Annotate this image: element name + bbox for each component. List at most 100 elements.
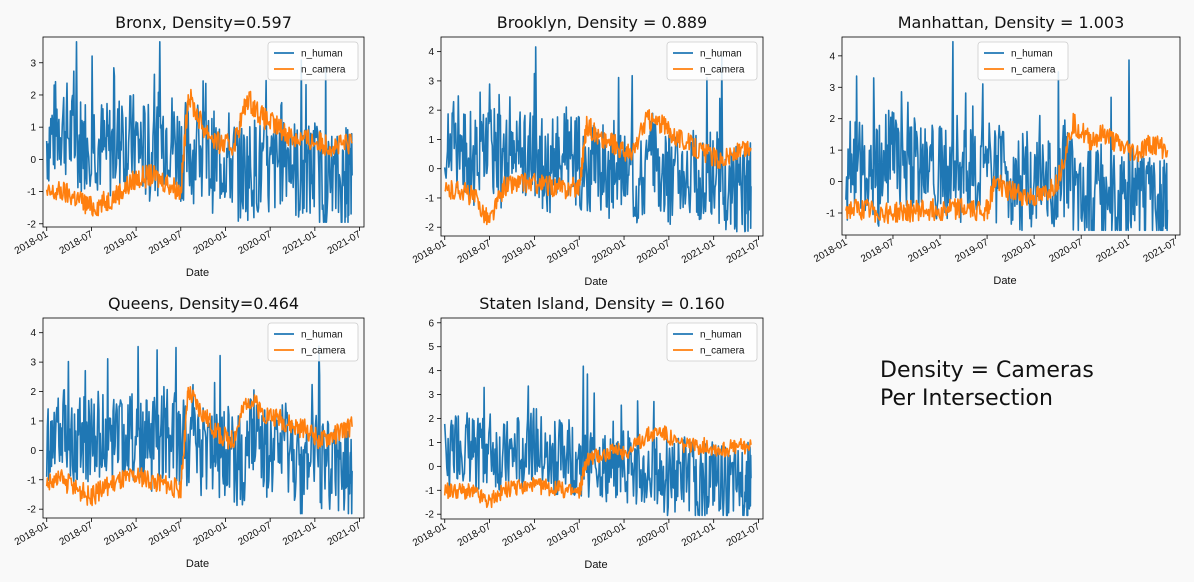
x-axis-label: Date — [993, 275, 1016, 287]
x-axis-label: Date — [186, 558, 209, 570]
x-tick-label: 2020-07 — [635, 238, 673, 266]
plot-frame — [841, 36, 1181, 236]
y-tick-label: 0 — [30, 155, 36, 166]
chart-bronx: Bronx, Density=0.597 -2 -1 0 1 2 3 2018-01 2018-… — [13, 13, 365, 279]
y-tick-label: -2 — [27, 219, 36, 230]
legend: n_human n_camera — [666, 41, 758, 81]
x-tick-label: 2018-07 — [58, 229, 96, 257]
series-line-n_camera — [45, 88, 353, 217]
y-tick-label: -1 — [27, 475, 36, 486]
x-tick-label: 2020-07 — [236, 229, 274, 257]
legend-label: n_human — [700, 49, 742, 60]
y-tick-label: 5 — [428, 342, 434, 353]
chart-title: Brooklyn, Density = 0.889 — [497, 13, 707, 32]
x-tick-label: 2021-01 — [680, 238, 718, 266]
x-tick-label: 2021-07 — [725, 238, 763, 266]
x-tick-label: 2020-07 — [635, 521, 673, 549]
x-tick-label: 2018-01 — [812, 237, 850, 265]
y-tick-label: 4 — [30, 328, 36, 339]
plot-frame — [440, 36, 764, 237]
x-tick-label: 2020-01 — [192, 520, 230, 548]
chart-manhattan: Manhattan, Density = 1.003 -1 0 1 2 3 4 2018-01… — [812, 13, 1181, 287]
x-tick-label: 2020-01 — [590, 238, 628, 266]
y-tick-label: -1 — [425, 193, 434, 204]
legend-label: n_human — [301, 49, 343, 60]
legend-label: n_camera — [1011, 65, 1056, 76]
x-tick-label: 2021-07 — [326, 229, 364, 257]
x-tick-label: 2020-01 — [1000, 237, 1038, 265]
y-tick-label: 6 — [428, 318, 434, 329]
legend-label: n_camera — [301, 346, 346, 357]
x-axis-label: Date — [584, 276, 607, 288]
legend-label: n_camera — [700, 346, 745, 357]
x-tick-label: 2021-07 — [1142, 237, 1180, 265]
legend: n_human n_camera — [267, 322, 359, 362]
x-axis-label: Date — [584, 559, 607, 571]
x-tick-label: 2018-07 — [456, 238, 494, 266]
x-tick-label: 2021-01 — [1094, 237, 1132, 265]
y-tick-label: 0 — [428, 462, 434, 473]
y-tick-label: -1 — [27, 187, 36, 198]
x-tick-label: 2020-07 — [236, 520, 274, 548]
note-line-1: Density = Cameras — [880, 358, 1094, 383]
y-tick-label: 3 — [829, 83, 835, 94]
x-tick-label: 2020-07 — [1047, 237, 1085, 265]
y-tick-label: 4 — [829, 51, 835, 62]
chart-brooklyn: Brooklyn, Density = 0.889 -2 -1 0 1 2 3 4 2018-0… — [411, 13, 764, 288]
x-tick-label: 2019-01 — [501, 521, 539, 549]
legend-label: n_human — [1011, 49, 1053, 60]
x-tick-label: 2019-07 — [545, 238, 583, 266]
legend-label: n_human — [301, 330, 343, 341]
x-tick-label: 2019-01 — [102, 229, 140, 257]
y-tick-label: 2 — [428, 106, 434, 117]
y-tick-label: 2 — [30, 90, 36, 101]
y-tick-label: 2 — [428, 414, 434, 425]
density-note: Density = Cameras Per Intersection — [880, 357, 1094, 413]
chart-title: Queens, Density=0.464 — [108, 294, 299, 313]
y-tick-label: -2 — [425, 223, 434, 234]
note-line-2: Per Intersection — [880, 386, 1053, 411]
x-tick-label: 2018-07 — [456, 521, 494, 549]
x-tick-label: 2020-01 — [590, 521, 628, 549]
x-tick-label: 2019-01 — [501, 238, 539, 266]
x-tick-label: 2019-07 — [953, 237, 991, 265]
y-tick-label: -1 — [826, 209, 835, 220]
x-tick-label: 2018-01 — [13, 520, 51, 548]
x-tick-label: 2019-07 — [545, 521, 583, 549]
series-line-n_camera — [845, 112, 1169, 225]
legend: n_human n_camera — [977, 41, 1069, 81]
x-tick-label: 2020-01 — [192, 229, 230, 257]
y-tick-label: 3 — [30, 58, 36, 69]
chart-title: Staten Island, Density = 0.160 — [479, 294, 725, 313]
chart-title: Bronx, Density=0.597 — [115, 13, 292, 32]
x-tick-label: 2019-07 — [147, 229, 185, 257]
y-tick-label: 2 — [829, 114, 835, 125]
y-tick-label: 1 — [428, 135, 434, 146]
x-tick-label: 2019-07 — [147, 520, 185, 548]
x-tick-label: 2019-01 — [102, 520, 140, 548]
y-tick-label: 4 — [428, 47, 434, 58]
y-tick-label: 3 — [30, 358, 36, 369]
x-tick-label: 2021-07 — [725, 521, 763, 549]
y-tick-label: 1 — [428, 438, 434, 449]
x-tick-label: 2021-01 — [680, 521, 718, 549]
x-tick-label: 2018-01 — [411, 238, 449, 266]
y-tick-label: 1 — [829, 146, 835, 157]
x-tick-label: 2018-01 — [411, 521, 449, 549]
x-tick-label: 2019-01 — [906, 237, 944, 265]
x-tick-label: 2018-07 — [58, 520, 96, 548]
x-tick-label: 2018-07 — [859, 237, 897, 265]
y-tick-label: -2 — [27, 505, 36, 516]
series-line-n_human — [45, 40, 353, 223]
series-line-n_camera — [444, 109, 752, 226]
y-tick-label: 0 — [30, 446, 36, 457]
series-line-n_human — [45, 345, 353, 515]
series-line-n_camera — [443, 425, 752, 509]
legend-label: n_camera — [700, 65, 745, 76]
plot-frame — [42, 36, 365, 228]
legend: n_human n_camera — [267, 41, 359, 81]
x-axis-label: Date — [186, 267, 209, 279]
x-tick-label: 2021-01 — [281, 520, 319, 548]
